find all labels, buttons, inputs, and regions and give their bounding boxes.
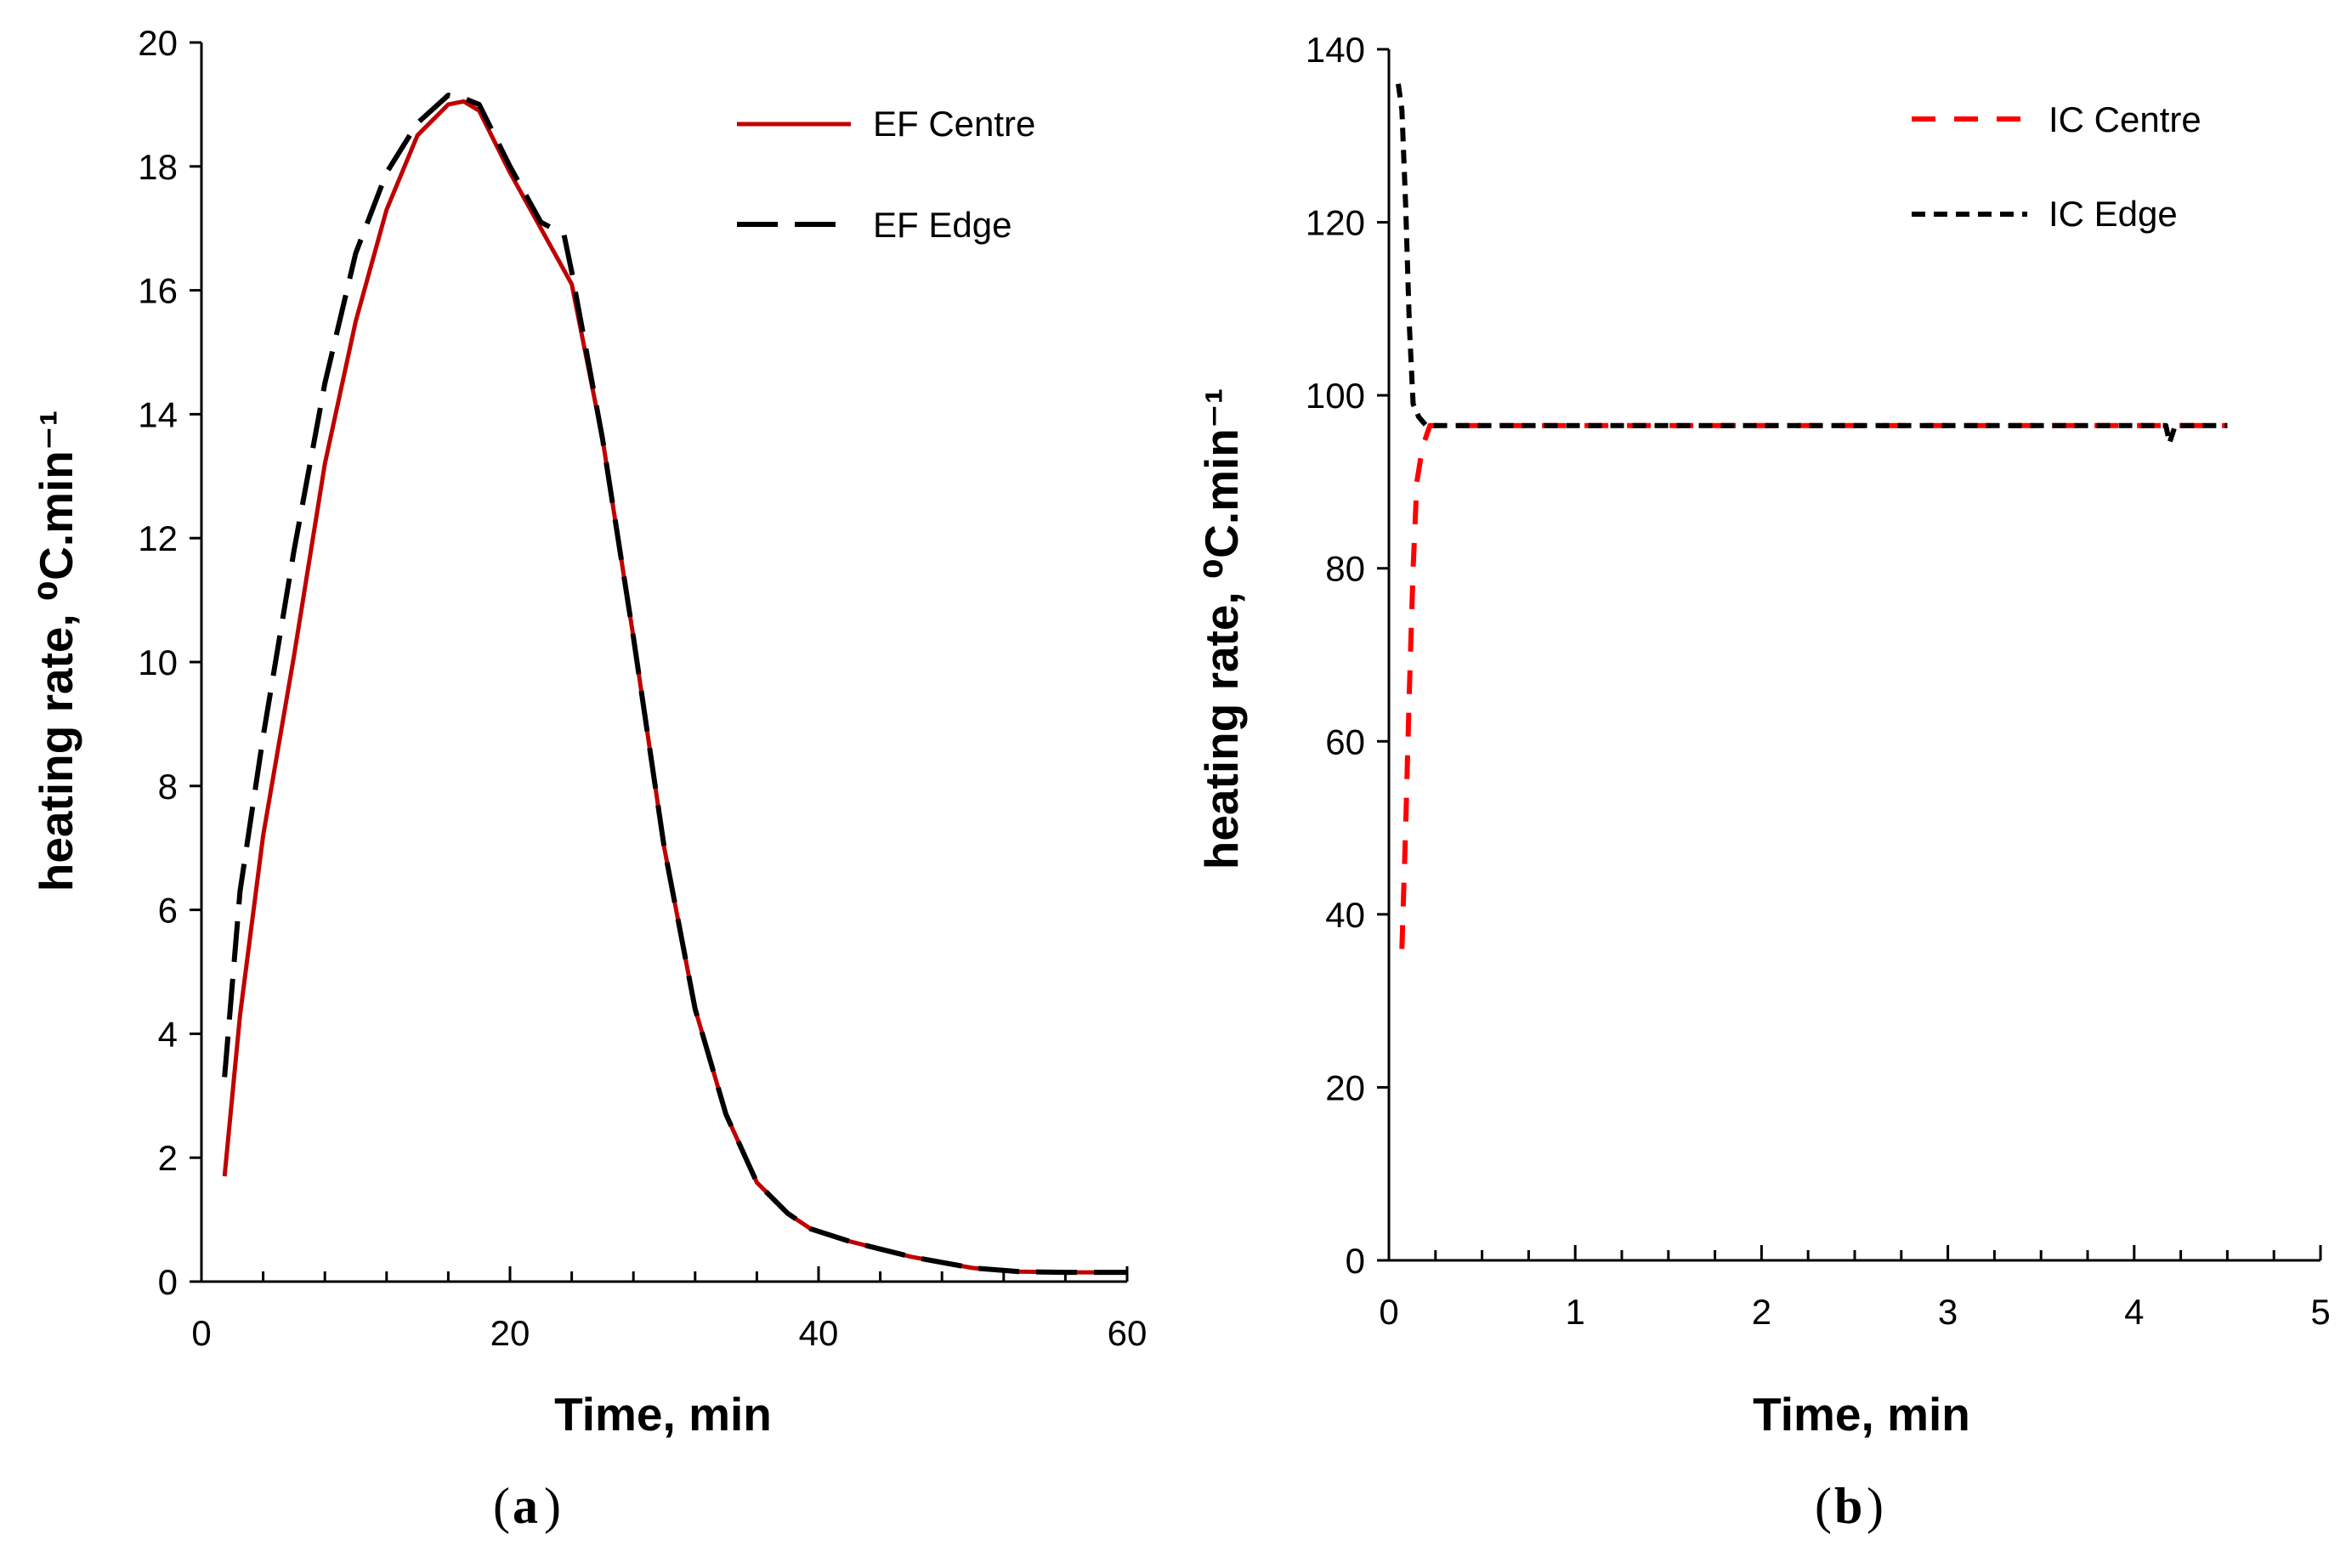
x-tick-label: 2	[1752, 1292, 1771, 1332]
x-tick-label: 1	[1566, 1292, 1585, 1332]
legend-label-ef-centre: EF Centre	[873, 104, 1035, 144]
y-tick-label: 100	[1306, 376, 1365, 416]
panel-a-y-ticks: 0 2 4 6 8 10 12 14 16 18 20	[138, 23, 201, 1302]
x-tick-label: 20	[490, 1313, 530, 1353]
panel-a-caption: ( a )	[493, 1478, 561, 1534]
panel-b-series-lines	[1396, 83, 2228, 949]
series-line-ef-centre	[222, 99, 1127, 1275]
y-tick-label: 40	[1325, 895, 1365, 935]
y-tick-label: 12	[138, 518, 178, 558]
x-tick-label: 3	[1938, 1292, 1958, 1332]
y-tick-label: 10	[138, 642, 178, 682]
y-tick-label: 2	[158, 1138, 178, 1178]
y-tick-label: 14	[138, 394, 178, 434]
y-tick-label: 6	[158, 891, 178, 931]
panel-a-x-axis-title: Time, min	[554, 1388, 772, 1441]
svg-text:(: (	[493, 1478, 510, 1534]
svg-text:): )	[544, 1478, 561, 1534]
y-tick-label: 18	[138, 147, 178, 187]
panel-b-x-ticks: 0 1 2 3 4 5	[1379, 1245, 2331, 1332]
x-tick-label: 60	[1108, 1313, 1148, 1353]
series-line-ic-centre	[1399, 422, 2228, 949]
x-tick-label: 0	[191, 1313, 211, 1353]
panel-b-caption: ( b )	[1815, 1478, 1884, 1534]
panel-b-caption-letter: b	[1834, 1478, 1862, 1534]
y-tick-label: 120	[1306, 203, 1365, 243]
legend-label-ic-edge: IC Edge	[2048, 194, 2178, 234]
y-tick-label: 8	[158, 767, 178, 807]
chart-panel-a: 0 20 40 60 0 2 4 6 8 10 12 14 16 18 20 Time, min heat…	[30, 23, 1147, 1534]
y-tick-label: 4	[158, 1014, 178, 1054]
x-tick-label: 0	[1379, 1292, 1398, 1332]
panel-a-series-lines	[222, 93, 1127, 1276]
legend-label-ic-centre: IC Centre	[2048, 99, 2202, 139]
y-tick-label: 0	[1346, 1241, 1365, 1281]
y-tick-label: 16	[138, 271, 178, 311]
panel-a-caption-letter: a	[513, 1478, 538, 1534]
x-tick-label: 5	[2310, 1292, 2330, 1332]
y-tick-label: 20	[138, 23, 178, 63]
y-tick-label: 140	[1306, 30, 1365, 70]
series-line-ef-edge	[222, 93, 1127, 1276]
panel-a-legend: EF Centre EF Edge	[737, 104, 1035, 245]
panel-b-y-axis-title: heating rate, ⁰C.min⁻¹	[1195, 388, 1248, 870]
svg-text:): )	[1867, 1478, 1884, 1534]
panel-b-y-ticks: 0 20 40 60 80 100 120 140	[1306, 30, 1389, 1281]
y-tick-label: 20	[1325, 1067, 1365, 1107]
panel-b-legend: IC Centre IC Edge	[1912, 99, 2202, 234]
chart-panel-b: 0 1 2 3 4 5 0 20 40 60 80 100 120 140 Time, min heat…	[1195, 30, 2331, 1534]
x-tick-label: 4	[2124, 1292, 2144, 1332]
series-line-ic-edge	[1396, 83, 2228, 446]
y-tick-label: 80	[1325, 549, 1365, 589]
legend-label-ef-edge: EF Edge	[873, 205, 1012, 245]
y-tick-label: 0	[158, 1262, 178, 1302]
svg-text:(: (	[1815, 1478, 1832, 1534]
panel-b-axes	[1387, 49, 2320, 1262]
panel-b-x-axis-title: Time, min	[1753, 1388, 1970, 1441]
panel-a-y-axis-title: heating rate, ⁰C.min⁻¹	[30, 410, 82, 892]
y-tick-label: 60	[1325, 722, 1365, 761]
panel-a-x-ticks: 0 20 40 60	[191, 1266, 1147, 1353]
x-tick-label: 40	[799, 1313, 839, 1353]
